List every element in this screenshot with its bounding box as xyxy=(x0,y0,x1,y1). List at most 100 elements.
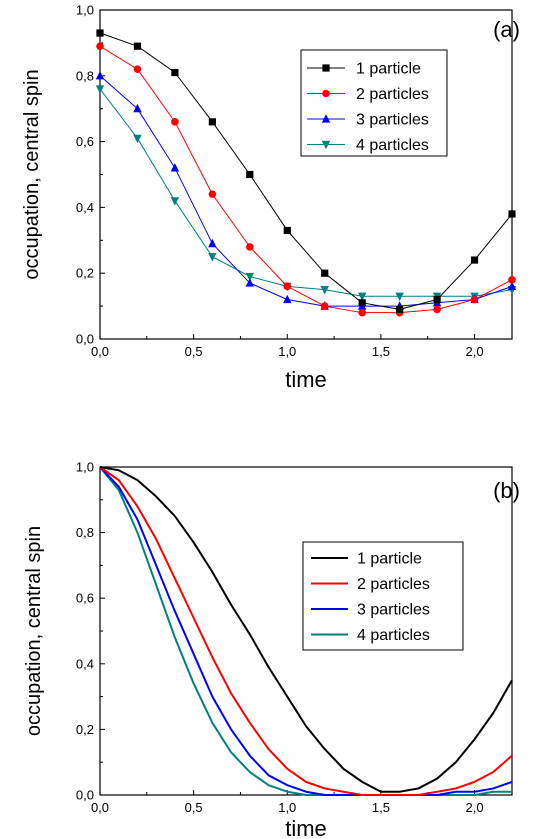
x-tick-label: 1,5 xyxy=(372,344,390,359)
data-point xyxy=(133,42,142,50)
y-tick-label: 0,0 xyxy=(76,332,94,347)
data-point xyxy=(95,85,105,94)
data-point xyxy=(208,253,217,262)
data-point xyxy=(208,238,217,248)
series-4 xyxy=(95,85,517,302)
series-1 xyxy=(99,466,513,793)
series-line xyxy=(99,466,512,796)
legend-label: 4 particles xyxy=(357,627,430,644)
data-point xyxy=(208,118,216,126)
data-point xyxy=(508,210,516,218)
series-line xyxy=(99,45,513,314)
chart-panel-b: 0,0 0,5 1,0 1,5 2,00,00,20,40,60,81,0timeocc… xyxy=(23,460,520,839)
series-2 xyxy=(99,466,513,796)
y-tick-label: 0,4 xyxy=(76,656,94,671)
data-point xyxy=(470,295,479,304)
y-axis-title: occupation, central spin xyxy=(23,526,45,736)
data-point xyxy=(395,292,404,302)
series-line xyxy=(99,466,513,796)
data-point xyxy=(433,295,441,304)
data-point xyxy=(133,134,142,144)
x-axis-title: time xyxy=(285,816,327,839)
x-tick-label: 0,0 xyxy=(91,344,109,359)
panel-tag: (b) xyxy=(493,478,520,503)
data-point xyxy=(96,29,104,37)
legend-item: 2 particles xyxy=(307,86,429,103)
y-tick-label: 0,2 xyxy=(76,266,94,281)
legend-label: 2 particles xyxy=(356,86,429,103)
legend-item: 2 particles xyxy=(311,576,430,593)
y-axis-title: occupation, central spin xyxy=(21,69,43,279)
legend-marker xyxy=(322,64,330,72)
legend-marker xyxy=(321,114,331,123)
series-group xyxy=(99,466,513,796)
series-line xyxy=(99,466,513,793)
legend-label: 3 particles xyxy=(356,112,429,129)
x-tick-label: 1,0 xyxy=(278,344,296,359)
series-line xyxy=(99,88,513,297)
legend-label: 1 particle xyxy=(356,61,421,78)
legend-item: 1 particle xyxy=(311,551,422,568)
legend-item: 3 particles xyxy=(311,602,430,619)
data-point xyxy=(283,294,292,304)
legend-marker xyxy=(322,89,330,98)
data-point xyxy=(245,278,255,287)
series-1 xyxy=(96,29,516,313)
series-3 xyxy=(99,466,513,796)
data-point xyxy=(245,272,255,282)
data-point xyxy=(358,308,366,317)
legend-label: 3 particles xyxy=(357,602,430,619)
x-tick-label: 0,5 xyxy=(185,800,203,815)
series-line xyxy=(99,32,513,310)
data-point xyxy=(283,282,292,291)
x-axis-title: time xyxy=(285,367,327,392)
y-tick-label: 0,8 xyxy=(76,68,94,83)
y-tick-label: 0,2 xyxy=(76,722,94,737)
x-tick-label: 0,5 xyxy=(185,344,203,359)
x-tick-label: 2,0 xyxy=(466,800,484,815)
data-point xyxy=(357,292,367,302)
series-group xyxy=(95,29,517,317)
data-point xyxy=(95,71,105,80)
x-tick-label: 2,0 xyxy=(466,344,484,359)
data-point xyxy=(133,103,142,113)
data-point xyxy=(508,275,516,284)
chart-panel-a: 0,0 0,5 1,0 1,5 2,0 0,0 0,2 0,4 0,6 0,8 1,0 time occ… xyxy=(21,3,520,393)
data-point xyxy=(171,68,179,77)
y-tick-label: 0,6 xyxy=(76,134,94,149)
legend: 1 particle 2 particles 3 particles 4 partic… xyxy=(300,49,448,157)
data-point xyxy=(246,170,254,179)
series-3 xyxy=(95,71,517,310)
data-point xyxy=(170,163,180,172)
data-point xyxy=(320,286,329,295)
legend-label: 2 particles xyxy=(357,576,430,593)
data-point xyxy=(320,302,329,310)
data-point xyxy=(170,197,180,206)
data-point xyxy=(358,299,366,307)
panel-tag: (a) xyxy=(493,17,520,42)
legend-marker xyxy=(321,140,331,150)
x-tick-label: 1,0 xyxy=(278,800,296,815)
data-point xyxy=(246,243,254,251)
series-line xyxy=(99,466,513,796)
legend-item: 4 particles xyxy=(311,627,430,644)
data-point xyxy=(283,226,291,235)
legend-box xyxy=(302,541,464,651)
x-tick-label: 0,0 xyxy=(91,800,109,815)
legend-item: 4 particles xyxy=(307,137,429,154)
data-point xyxy=(321,269,329,277)
data-point xyxy=(171,118,179,126)
y-tick-label: 0,4 xyxy=(76,200,94,215)
y-tick-label: 0,6 xyxy=(76,591,94,606)
legend-item: 3 particles xyxy=(307,112,429,129)
data-point xyxy=(96,42,104,50)
series-4 xyxy=(99,466,512,796)
data-point xyxy=(396,305,404,313)
y-tick-label: 0,8 xyxy=(76,525,94,540)
y-tick-label: 1,0 xyxy=(76,460,94,475)
legend-label: 1 particle xyxy=(357,551,422,568)
data-point xyxy=(433,305,441,314)
legend: 1 particle 2 particles 3 particles 4 partic… xyxy=(302,541,464,651)
y-tick-label: 0,0 xyxy=(76,788,94,803)
